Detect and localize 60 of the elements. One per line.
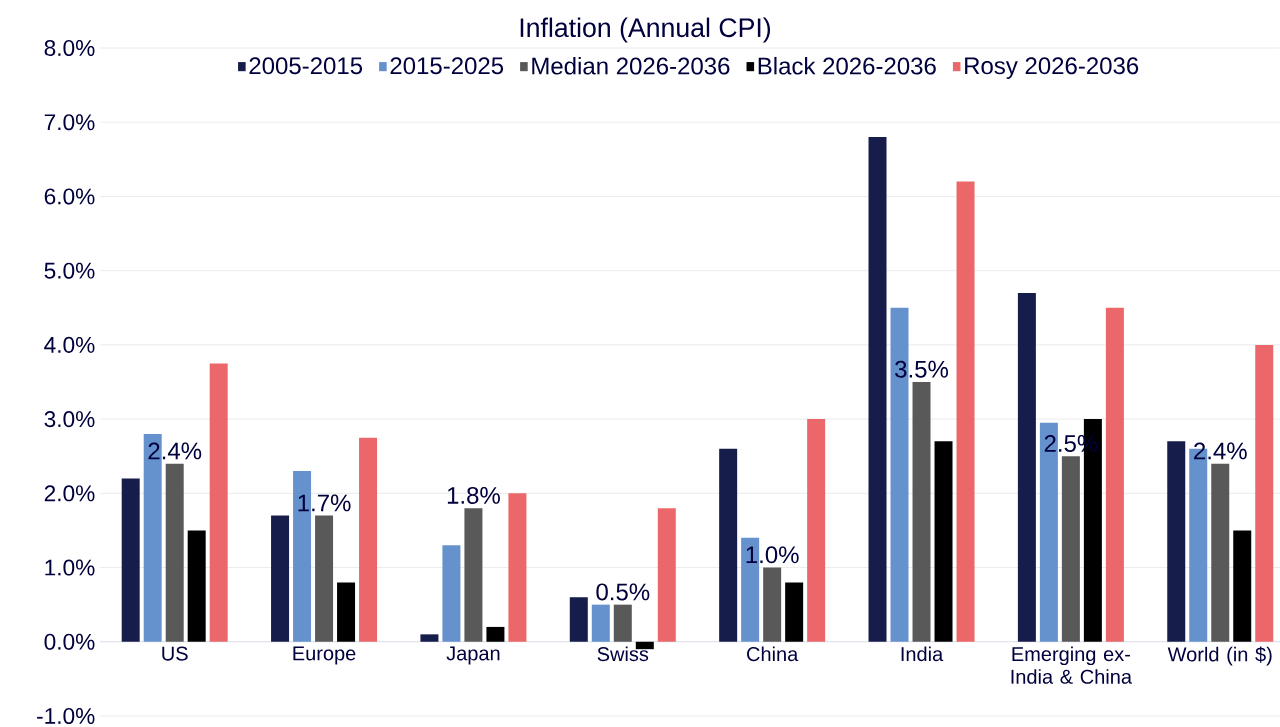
bar bbox=[719, 448, 738, 642]
bar bbox=[763, 567, 782, 642]
bar bbox=[165, 463, 184, 642]
bar bbox=[464, 508, 483, 642]
bar bbox=[420, 634, 439, 642]
bar bbox=[807, 419, 826, 642]
bar bbox=[569, 597, 588, 642]
x-tick-label: Emerging ex-India & China bbox=[1011, 646, 1132, 684]
y-tick-label: -1.0% bbox=[37, 707, 95, 725]
x-tick-label: India bbox=[901, 646, 944, 662]
bar bbox=[187, 530, 206, 642]
bar bbox=[442, 545, 461, 642]
bar bbox=[1017, 292, 1036, 642]
bar bbox=[1255, 344, 1274, 642]
y-tick-label: 6.0% bbox=[44, 188, 95, 205]
y-tick-label: 2.0% bbox=[44, 485, 95, 502]
legend-label: 2015-2025 bbox=[390, 57, 504, 75]
x-tick-label: World (in $) bbox=[1167, 646, 1272, 666]
data-label: 2.5% bbox=[1044, 434, 1098, 452]
legend-label: Rosy 2026-2036 bbox=[965, 57, 1139, 79]
bar bbox=[934, 441, 953, 642]
x-tick-label: Europe bbox=[293, 646, 356, 665]
bar bbox=[508, 493, 527, 642]
data-label: 0.5% bbox=[596, 583, 650, 601]
y-tick-label: 0.0% bbox=[44, 633, 95, 650]
bar bbox=[1105, 307, 1124, 642]
bar bbox=[1167, 441, 1186, 642]
bar bbox=[1061, 456, 1080, 642]
bar bbox=[613, 604, 632, 642]
y-tick-label: 4.0% bbox=[44, 336, 95, 353]
x-tick-label: US bbox=[162, 646, 188, 661]
bar bbox=[337, 582, 356, 642]
bar bbox=[121, 478, 140, 642]
bar bbox=[209, 363, 228, 642]
legend-label: Black 2026-2036 bbox=[758, 56, 936, 75]
y-tick-label: 8.0% bbox=[44, 39, 95, 57]
x-tick-label: Swiss bbox=[597, 646, 649, 662]
data-label: 1.8% bbox=[447, 486, 500, 504]
y-tick-label: 1.0% bbox=[45, 559, 95, 576]
y-tick-label: 7.0% bbox=[44, 114, 95, 131]
chart-title: Inflation (Annual CPI) bbox=[520, 17, 771, 43]
bar bbox=[1211, 463, 1230, 642]
legend-label: Median 2026-2036 bbox=[532, 56, 730, 75]
bar bbox=[486, 626, 505, 642]
x-tick-label: Japan bbox=[446, 646, 500, 665]
bar bbox=[956, 181, 975, 642]
bar bbox=[912, 381, 931, 642]
bar bbox=[1233, 530, 1252, 642]
y-tick-label: 3.0% bbox=[44, 411, 95, 428]
bar bbox=[271, 515, 290, 642]
bar bbox=[315, 515, 334, 642]
legend-label: 2005-2015 bbox=[249, 57, 363, 75]
bar bbox=[657, 508, 676, 642]
bar bbox=[868, 137, 887, 642]
x-tick-label: China bbox=[747, 646, 799, 662]
y-tick-label: 5.0% bbox=[44, 262, 95, 279]
bar bbox=[591, 604, 610, 642]
data-label: 2.4% bbox=[1194, 442, 1247, 460]
bar bbox=[785, 582, 804, 642]
bar bbox=[359, 437, 378, 642]
